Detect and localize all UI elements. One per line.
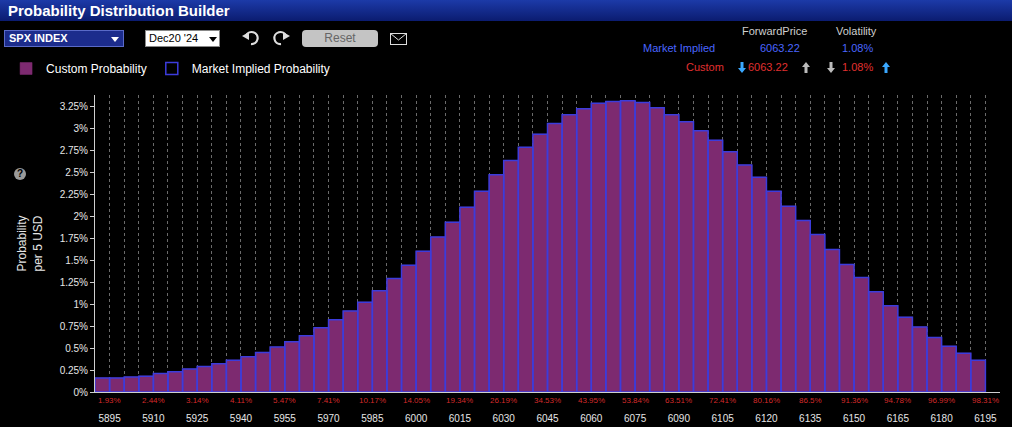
svg-text:1.5%: 1.5%	[65, 255, 88, 266]
svg-text:43.95%: 43.95%	[578, 396, 605, 405]
svg-text:1.93%: 1.93%	[98, 396, 121, 405]
svg-text:34.53%: 34.53%	[534, 396, 561, 405]
svg-text:6060: 6060	[580, 413, 603, 424]
svg-text:6030: 6030	[493, 413, 516, 424]
svg-text:5970: 5970	[317, 413, 340, 424]
svg-text:6165: 6165	[887, 413, 910, 424]
svg-text:5895: 5895	[98, 413, 121, 424]
svg-text:0.25%: 0.25%	[60, 365, 88, 376]
html-text:1.08%: 1.08%	[842, 42, 874, 54]
html-text:1.08%: 1.08%	[842, 61, 874, 73]
svg-text:6150: 6150	[843, 413, 866, 424]
svg-text:2.5%: 2.5%	[65, 167, 88, 178]
svg-text:5925: 5925	[186, 413, 209, 424]
svg-text:86.5%: 86.5%	[799, 396, 822, 405]
svg-text:5910: 5910	[142, 413, 165, 424]
svg-text:Market Implied Probability: Market Implied Probability	[192, 62, 330, 76]
svg-text:3.25%: 3.25%	[60, 101, 88, 112]
svg-text:6120: 6120	[755, 413, 778, 424]
svg-text:5955: 5955	[274, 413, 297, 424]
svg-text:6105: 6105	[712, 413, 735, 424]
svg-text:2.75%: 2.75%	[60, 145, 88, 156]
html-text:Volatility: Volatility	[836, 25, 877, 37]
svg-text:3%: 3%	[74, 123, 89, 134]
svg-text:6090: 6090	[668, 413, 691, 424]
svg-text:0%: 0%	[74, 387, 89, 398]
svg-text:6075: 6075	[624, 413, 647, 424]
svg-text:5940: 5940	[230, 413, 253, 424]
svg-text:14.05%: 14.05%	[403, 396, 430, 405]
svg-text:2.44%: 2.44%	[142, 396, 165, 405]
svg-text:4.11%: 4.11%	[230, 396, 252, 405]
svg-text:94.78%: 94.78%	[884, 396, 911, 405]
html-text:6063.22: 6063.22	[760, 42, 800, 54]
html-text:SPX INDEX: SPX INDEX	[9, 32, 68, 44]
html-text:Reset: Reset	[324, 31, 356, 45]
html-text:Custom: Custom	[686, 61, 724, 73]
svg-text:6045: 6045	[536, 413, 559, 424]
html-text:Probability Distribution Build: Probability Distribution Builder	[8, 2, 230, 19]
svg-text:6180: 6180	[930, 413, 953, 424]
svg-text:3.14%: 3.14%	[186, 396, 209, 405]
svg-text:26.19%: 26.19%	[490, 396, 517, 405]
svg-text:Probabilityper 5 USD: Probabilityper 5 USD	[15, 215, 45, 271]
svg-text:2%: 2%	[74, 211, 89, 222]
html-text:Dec20 '24: Dec20 '24	[149, 32, 199, 44]
svg-text:6195: 6195	[974, 413, 997, 424]
svg-text:80.16%: 80.16%	[753, 396, 780, 405]
svg-text:1.25%: 1.25%	[60, 277, 88, 288]
svg-text:6000: 6000	[405, 413, 428, 424]
svg-text:6135: 6135	[799, 413, 822, 424]
svg-text:91.36%: 91.36%	[841, 396, 868, 405]
svg-text:72.41%: 72.41%	[709, 396, 736, 405]
svg-text:7.41%: 7.41%	[317, 396, 340, 405]
svg-text:96.99%: 96.99%	[928, 396, 955, 405]
svg-text:98.31%: 98.31%	[972, 396, 999, 405]
svg-text:2.25%: 2.25%	[60, 189, 88, 200]
svg-text:0.75%: 0.75%	[60, 321, 88, 332]
svg-text:19.34%: 19.34%	[446, 396, 473, 405]
svg-text:10.17%: 10.17%	[359, 396, 386, 405]
svg-text:1%: 1%	[74, 299, 89, 310]
svg-text:5985: 5985	[361, 413, 384, 424]
svg-text:Custom Probability: Custom Probability	[46, 62, 147, 76]
html-text:Market Implied: Market Implied	[643, 42, 716, 54]
svg-text:5.47%: 5.47%	[273, 396, 296, 405]
html-text:6063.22: 6063.22	[748, 61, 788, 73]
svg-text:6015: 6015	[449, 413, 472, 424]
html-text:ForwardPrice: ForwardPrice	[742, 25, 808, 37]
svg-text:53.84%: 53.84%	[622, 396, 649, 405]
svg-text:1.75%: 1.75%	[60, 233, 88, 244]
svg-text:63.51%: 63.51%	[665, 396, 692, 405]
svg-text:0.5%: 0.5%	[65, 343, 88, 354]
